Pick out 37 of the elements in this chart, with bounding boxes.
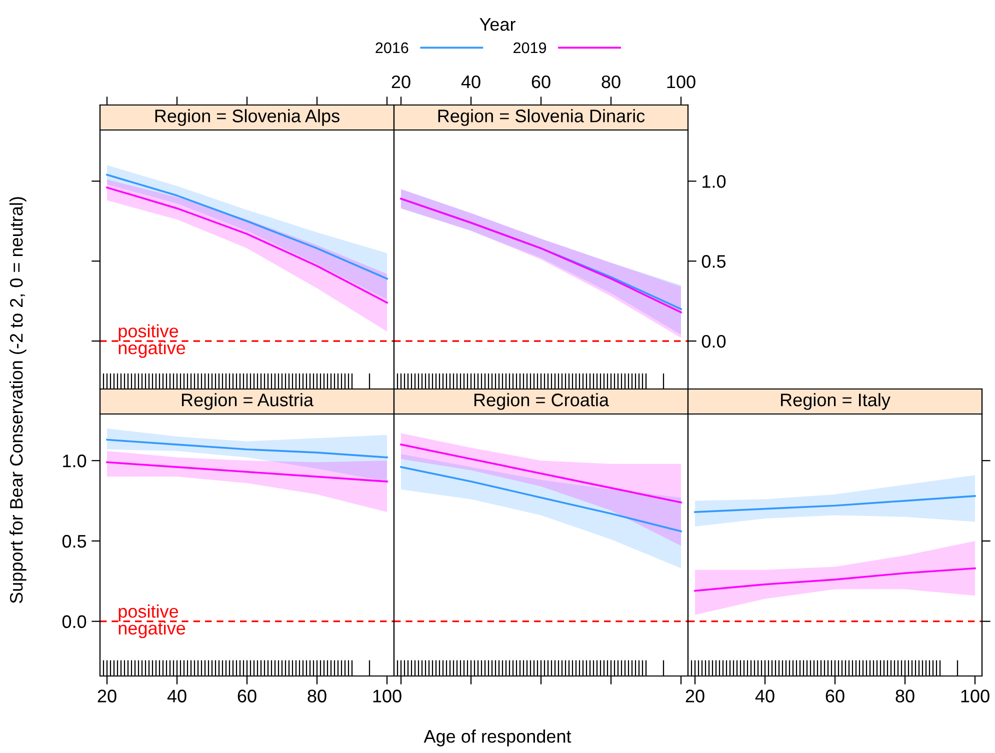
annotation: negative (118, 621, 186, 638)
x-tick-label: 20 (686, 690, 704, 702)
y-tick-label: 0.0 (702, 334, 726, 348)
x-tick-label: 40 (755, 690, 774, 702)
y-tick-label: 0.0 (62, 615, 86, 628)
x-tick-label: 80 (602, 75, 620, 88)
annotation: positive (118, 604, 178, 622)
annotation: positive (118, 324, 178, 342)
x-tick-label: 60 (826, 690, 844, 702)
legend-label: 2019 (514, 42, 546, 54)
line-series (106, 461, 388, 482)
x-tick-label: 60 (532, 75, 550, 88)
x-tick-label: 100 (373, 690, 402, 702)
x-tick-label: 100 (961, 690, 990, 702)
y-axis-title: Support for Bear Conservation (-2 to 2, 0 = neutral) (9, 197, 26, 604)
x-tick-label: 20 (392, 75, 410, 88)
x-tick-label: 100 (667, 75, 696, 88)
x-tick-label: 40 (167, 690, 186, 702)
y-tick-label: 1.0 (63, 454, 86, 468)
y-tick-label: 1.0 (702, 175, 726, 188)
line-series (106, 438, 388, 458)
x-tick-label: 40 (461, 75, 480, 88)
x-tick-label: 20 (98, 690, 116, 702)
chart-title: Region = Slovenia Alps (155, 109, 340, 126)
y-tick-label: 0.5 (702, 255, 726, 268)
chart-title: Region = Italy (781, 393, 890, 410)
x-tick-label: 80 (896, 690, 914, 702)
legend-label: 2016 (376, 42, 408, 54)
chart-title: Region = Austria (182, 393, 314, 410)
chart-title: Region = Croatia (474, 393, 609, 410)
chart-title: Region = Slovenia Dinaric (438, 109, 645, 126)
legend-title: Year (480, 18, 516, 31)
y-tick-label: 0.5 (62, 534, 86, 548)
annotation: negative (118, 341, 186, 358)
x-tick-label: 60 (238, 690, 256, 702)
x-axis-title: Age of respondent (424, 730, 572, 746)
x-tick-label: 80 (308, 690, 326, 702)
